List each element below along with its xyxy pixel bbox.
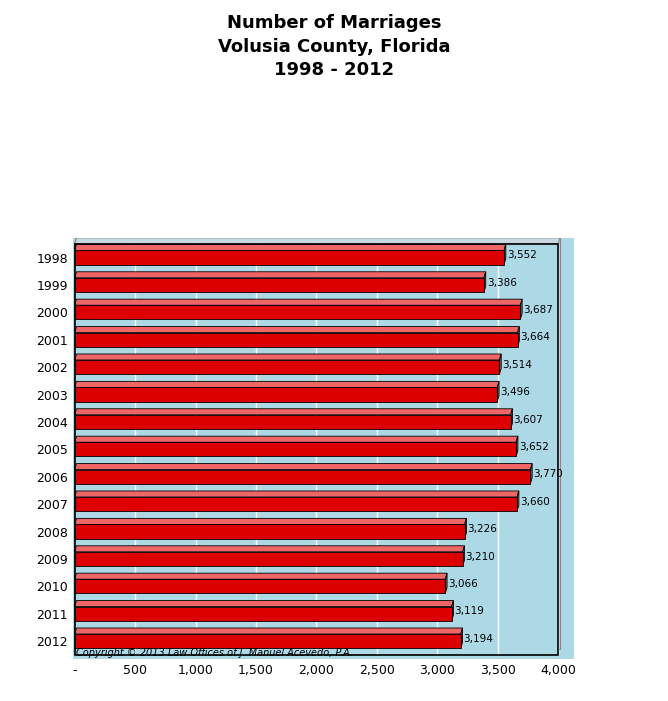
Text: 3,514: 3,514 — [502, 360, 532, 369]
Polygon shape — [75, 238, 77, 655]
Bar — [75, 250, 504, 265]
Polygon shape — [75, 463, 532, 470]
Polygon shape — [75, 327, 519, 332]
Polygon shape — [75, 299, 522, 305]
Text: 3,194: 3,194 — [464, 634, 494, 644]
Polygon shape — [446, 573, 447, 594]
Polygon shape — [75, 238, 560, 244]
Text: 3,770: 3,770 — [533, 469, 563, 479]
Text: 3,119: 3,119 — [454, 606, 484, 616]
Polygon shape — [75, 245, 506, 250]
Polygon shape — [516, 436, 518, 456]
Bar — [75, 552, 463, 566]
Polygon shape — [500, 354, 501, 374]
Polygon shape — [517, 491, 519, 511]
Text: 3,660: 3,660 — [520, 497, 550, 507]
Bar — [75, 497, 517, 511]
Polygon shape — [75, 409, 512, 415]
Bar — [75, 470, 530, 484]
Polygon shape — [510, 409, 512, 429]
Bar — [75, 360, 500, 374]
Polygon shape — [75, 628, 462, 634]
Polygon shape — [461, 628, 462, 648]
Text: 3,664: 3,664 — [520, 332, 550, 342]
Bar — [75, 278, 484, 292]
Bar — [75, 415, 510, 429]
Polygon shape — [75, 546, 464, 552]
Text: 3,386: 3,386 — [487, 278, 516, 287]
Polygon shape — [75, 518, 466, 524]
Bar — [75, 524, 465, 538]
Text: 3,687: 3,687 — [523, 305, 553, 315]
Polygon shape — [463, 546, 464, 566]
Bar — [75, 388, 497, 402]
Text: Copyright © 2013 Law Offices of J. Manuel Acevedo, P.A.: Copyright © 2013 Law Offices of J. Manue… — [76, 648, 353, 658]
Polygon shape — [75, 436, 518, 442]
Polygon shape — [75, 573, 447, 579]
Bar — [75, 332, 518, 347]
Polygon shape — [497, 381, 499, 402]
Text: 3,496: 3,496 — [500, 387, 530, 397]
Polygon shape — [465, 518, 466, 538]
Text: 3,226: 3,226 — [468, 524, 497, 534]
Bar — [75, 305, 520, 320]
Text: 3,210: 3,210 — [466, 552, 495, 562]
Polygon shape — [504, 245, 506, 265]
Polygon shape — [518, 327, 519, 347]
Polygon shape — [484, 272, 486, 292]
Polygon shape — [520, 299, 522, 320]
Polygon shape — [452, 601, 454, 621]
Polygon shape — [77, 238, 560, 649]
Polygon shape — [75, 491, 519, 497]
Polygon shape — [75, 354, 501, 360]
Bar — [75, 442, 516, 456]
Text: 3,066: 3,066 — [448, 579, 478, 589]
Polygon shape — [75, 381, 499, 388]
Text: 3,607: 3,607 — [514, 414, 543, 425]
Text: Number of Marriages
Volusia County, Florida
1998 - 2012: Number of Marriages Volusia County, Flor… — [218, 14, 450, 79]
Polygon shape — [75, 272, 486, 278]
Bar — [75, 606, 452, 621]
Polygon shape — [530, 463, 532, 484]
Text: 3,652: 3,652 — [519, 442, 548, 452]
Bar — [75, 579, 446, 594]
Bar — [75, 634, 461, 648]
Text: 3,552: 3,552 — [507, 250, 536, 260]
Polygon shape — [75, 601, 454, 606]
